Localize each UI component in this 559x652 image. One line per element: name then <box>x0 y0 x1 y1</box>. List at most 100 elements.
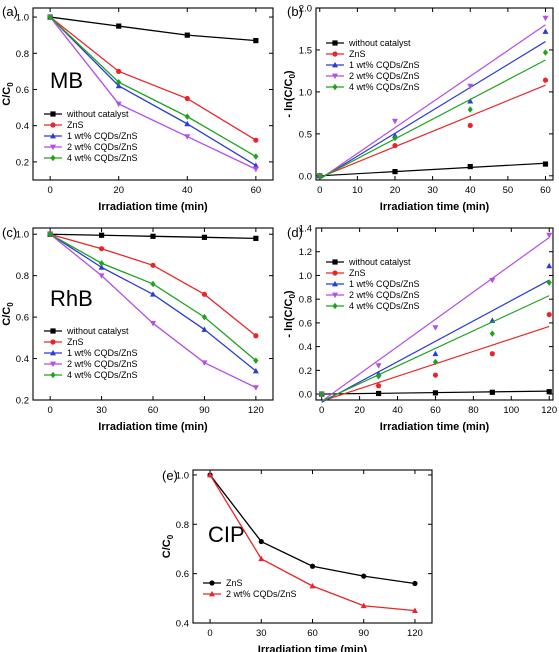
data-point <box>47 230 53 238</box>
data-point <box>412 580 418 587</box>
series-4 <box>317 49 549 180</box>
x-tick-label: 40 <box>182 185 193 196</box>
data-point <box>47 13 53 21</box>
data-point <box>317 172 323 180</box>
x-tick-label: 10 <box>352 185 363 196</box>
data-point <box>392 169 398 175</box>
y-tick-label: 1.0 <box>299 87 312 98</box>
data-point <box>184 95 190 102</box>
x-tick-label: 90 <box>358 628 369 639</box>
legend-marker <box>50 132 56 139</box>
legend-label: 2 wt% CQDs/ZnS <box>67 359 138 369</box>
legend-label: 4 wt% CQDs/ZnS <box>67 370 138 380</box>
x-tick-label: 30 <box>427 185 438 196</box>
x-tick-label: 60 <box>251 185 262 196</box>
data-point <box>98 259 105 267</box>
data-point <box>489 277 496 284</box>
y-tick-label: 0.6 <box>16 85 29 96</box>
data-point <box>253 137 259 143</box>
y-axis-label: - ln(C/C0) <box>283 70 297 118</box>
y-tick-label: 1.4 <box>299 224 312 235</box>
data-point <box>150 280 156 288</box>
data-point <box>150 262 156 268</box>
legend-marker <box>332 292 338 299</box>
x-tick-label: 120 <box>407 628 423 639</box>
data-point <box>98 232 105 238</box>
series-line <box>49 16 257 167</box>
legend-label: 1 wt% CQDs/ZnS <box>349 60 420 70</box>
legend-marker <box>50 328 56 334</box>
legend-label: 1 wt% CQDs/ZnS <box>67 348 138 358</box>
data-point <box>253 37 259 44</box>
y-tick-label: 0.4 <box>16 121 29 132</box>
fit-line <box>321 295 550 402</box>
fit-line <box>319 24 546 180</box>
x-tick-label: 20 <box>390 185 401 196</box>
data-point <box>361 573 367 579</box>
data-point <box>467 98 474 104</box>
y-axis-label: C/C0 <box>1 82 15 106</box>
data-point <box>115 101 122 108</box>
legend-label: without catalyst <box>348 38 411 48</box>
x-tick-label: 40 <box>392 405 403 416</box>
legend-marker <box>50 349 56 356</box>
data-point <box>432 390 439 396</box>
legend-label: ZnS <box>67 120 84 130</box>
legend-label: 1 wt% CQDs/ZnS <box>67 131 138 141</box>
y-tick-label: 0.0 <box>299 390 312 401</box>
y-tick-label: 0.8 <box>299 295 312 306</box>
data-point <box>542 49 549 56</box>
x-tick-label: 120 <box>248 405 264 416</box>
series-0 <box>47 14 259 44</box>
x-tick-label: 80 <box>468 405 479 416</box>
data-point <box>184 120 191 127</box>
data-point <box>411 607 418 614</box>
x-tick-label: 0 <box>317 185 322 196</box>
data-point <box>467 106 473 113</box>
data-point <box>116 23 122 29</box>
legend-label: ZnS <box>349 49 366 59</box>
series-4 <box>47 230 259 364</box>
data-point <box>253 235 259 241</box>
legend-marker <box>50 371 56 379</box>
y-tick-label: 0.8 <box>16 271 29 282</box>
series-4 <box>47 13 259 160</box>
legend-marker <box>332 51 338 57</box>
x-tick-label: 40 <box>465 185 476 196</box>
plot-frame <box>315 7 554 181</box>
legend-label: 4 wt% CQDs/ZnS <box>67 153 138 163</box>
data-point <box>309 582 316 589</box>
data-point <box>392 143 398 149</box>
x-axis-label: Irradiation time (min) <box>380 201 490 213</box>
series-2 <box>316 28 549 180</box>
y-tick-label: 1.0 <box>176 470 189 481</box>
x-axis-label: Irradiation time (min) <box>98 201 208 213</box>
data-point <box>392 134 398 142</box>
series-1 <box>207 471 418 614</box>
data-point <box>98 264 105 270</box>
y-tick-label: 0.4 <box>16 354 29 365</box>
data-point <box>150 320 156 327</box>
sample-label: MB <box>50 68 83 93</box>
legend-label: 2 wt% CQDs/ZnS <box>226 589 297 599</box>
y-tick-label: 1.0 <box>299 271 312 282</box>
y-tick-label: 1.5 <box>299 45 312 56</box>
data-point <box>375 383 382 389</box>
legend-label: without catalyst <box>66 326 129 336</box>
data-point <box>184 113 190 120</box>
data-point <box>467 163 473 170</box>
data-point <box>252 162 259 168</box>
y-tick-label: 2.0 <box>299 4 312 15</box>
data-point <box>542 28 549 34</box>
data-point <box>375 373 382 380</box>
y-tick-label: 0.2 <box>16 396 29 407</box>
y-tick-label: 0.4 <box>176 619 189 630</box>
data-point <box>546 262 553 269</box>
legend-label: 2 wt% CQDs/ZnS <box>67 142 138 152</box>
series-line <box>49 16 257 158</box>
y-tick-label: 0.4 <box>299 342 312 353</box>
